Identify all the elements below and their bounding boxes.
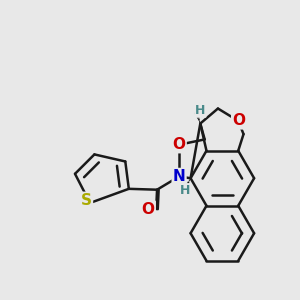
Text: O: O xyxy=(172,137,186,152)
Text: N: N xyxy=(173,169,185,184)
Text: H: H xyxy=(195,104,206,117)
Text: O: O xyxy=(142,202,155,217)
Text: S: S xyxy=(81,193,92,208)
Text: H: H xyxy=(180,184,190,197)
Text: O: O xyxy=(232,113,245,128)
